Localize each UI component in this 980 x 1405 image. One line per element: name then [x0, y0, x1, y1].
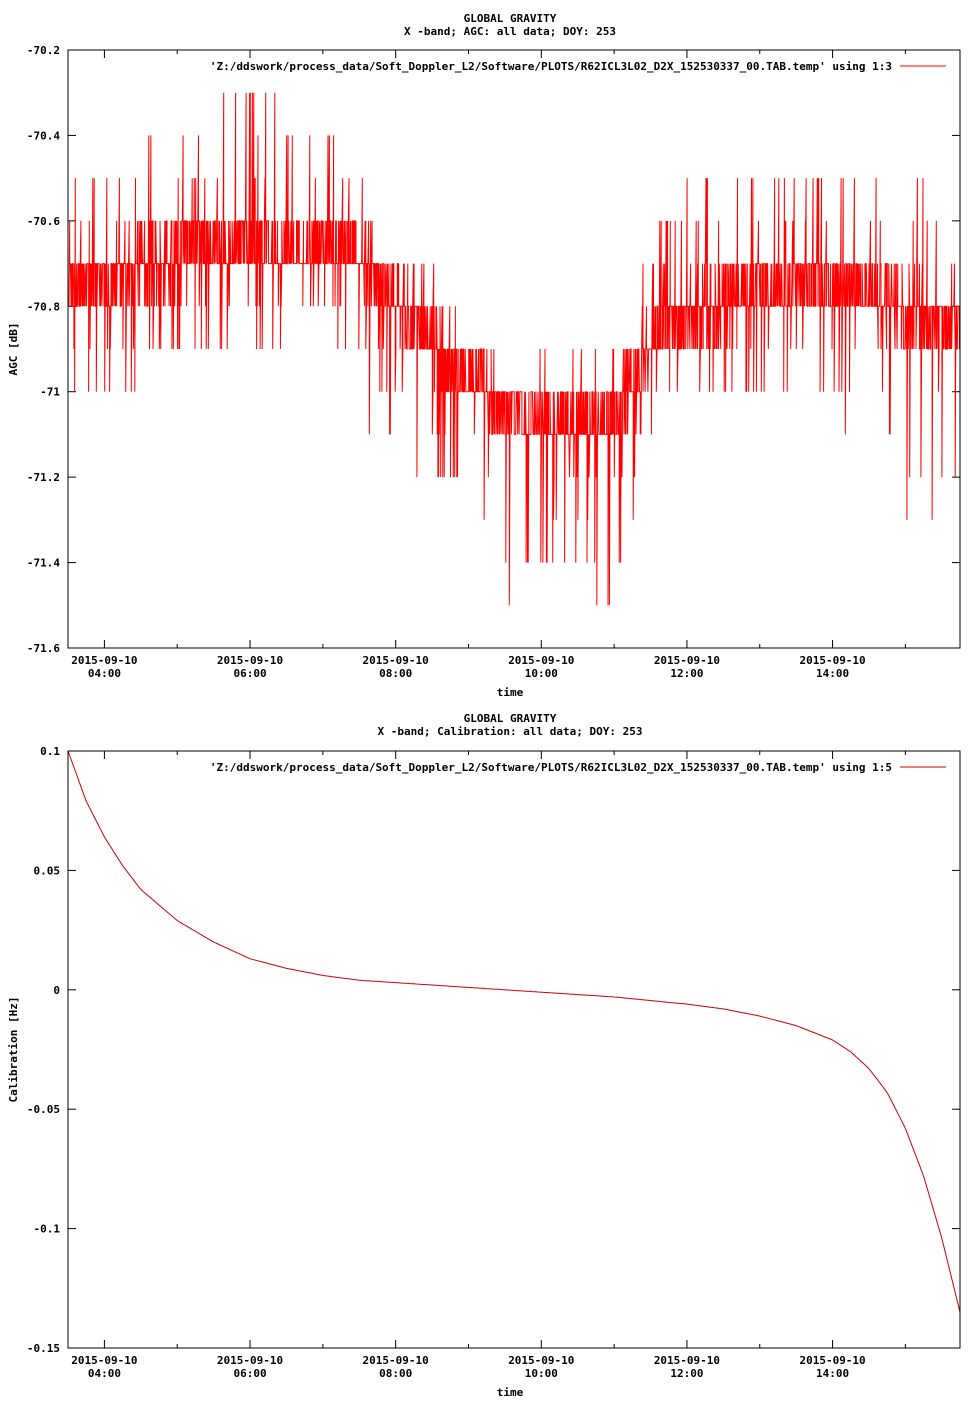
calibration-series-line [67, 750, 961, 1313]
y-tick-label: 0 [53, 984, 60, 997]
legend-label: 'Z:/ddswork/process_data/Soft_Doppler_L2… [210, 60, 892, 73]
legend-label: 'Z:/ddswork/process_data/Soft_Doppler_L2… [210, 761, 892, 774]
x-tick-date-label: 2015-09-10 [217, 1354, 283, 1367]
x-tick-label: 06:00 [233, 667, 266, 680]
x-tick-date-label: 2015-09-10 [71, 654, 137, 667]
y-tick-label: -0.05 [27, 1103, 60, 1116]
y-tick-label: -71.2 [27, 471, 60, 484]
x-tick-date-label: 2015-09-10 [71, 1354, 137, 1367]
plot-frame [67, 49, 961, 649]
y-tick-label: -70.2 [27, 44, 60, 57]
x-tick-label: 14:00 [816, 1367, 849, 1380]
chart-subtitle: X -band; Calibration: all data; DOY: 253 [378, 725, 643, 738]
y-tick-label: 0.1 [40, 745, 60, 758]
x-tick-date-label: 2015-09-10 [654, 1354, 720, 1367]
x-tick-date-label: 2015-09-10 [217, 654, 283, 667]
x-tick-label: 04:00 [88, 667, 121, 680]
x-tick-date-label: 2015-09-10 [799, 1354, 865, 1367]
x-tick-label: 12:00 [670, 1367, 703, 1380]
x-tick-date-label: 2015-09-10 [363, 1354, 429, 1367]
x-axis-label: time [497, 686, 524, 699]
x-tick-label: 04:00 [88, 1367, 121, 1380]
y-tick-label: -71.6 [27, 642, 60, 655]
chart-title: GLOBAL GRAVITY [464, 12, 557, 25]
y-tick-label: -71.4 [27, 557, 60, 570]
x-tick-date-label: 2015-09-10 [363, 654, 429, 667]
agc-series-line [68, 92, 960, 606]
chart-title: GLOBAL GRAVITY [464, 712, 557, 725]
x-tick-date-label: 2015-09-10 [654, 654, 720, 667]
x-tick-date-label: 2015-09-10 [508, 1354, 574, 1367]
y-axis-label: Calibration [Hz] [7, 997, 20, 1103]
plot-frame [67, 750, 961, 1349]
x-tick-label: 06:00 [233, 1367, 266, 1380]
chart-subtitle: X -band; AGC: all data; DOY: 253 [404, 25, 616, 38]
y-tick-label: -70.4 [27, 129, 60, 142]
x-tick-label: 14:00 [816, 667, 849, 680]
x-tick-label: 08:00 [379, 667, 412, 680]
y-tick-label: -70.6 [27, 215, 60, 228]
y-tick-label: 0.05 [34, 864, 61, 877]
y-tick-label: -71 [40, 386, 60, 399]
y-tick-label: -0.15 [27, 1342, 60, 1355]
x-tick-label: 10:00 [525, 1367, 558, 1380]
x-tick-date-label: 2015-09-10 [508, 654, 574, 667]
y-axis-label: AGC [dB] [7, 323, 20, 376]
x-tick-label: 08:00 [379, 1367, 412, 1380]
x-tick-label: 10:00 [525, 667, 558, 680]
x-axis-label: time [497, 1386, 524, 1399]
y-tick-label: -0.1 [34, 1223, 61, 1236]
x-tick-label: 12:00 [670, 667, 703, 680]
x-tick-date-label: 2015-09-10 [799, 654, 865, 667]
y-tick-label: -70.8 [27, 300, 60, 313]
